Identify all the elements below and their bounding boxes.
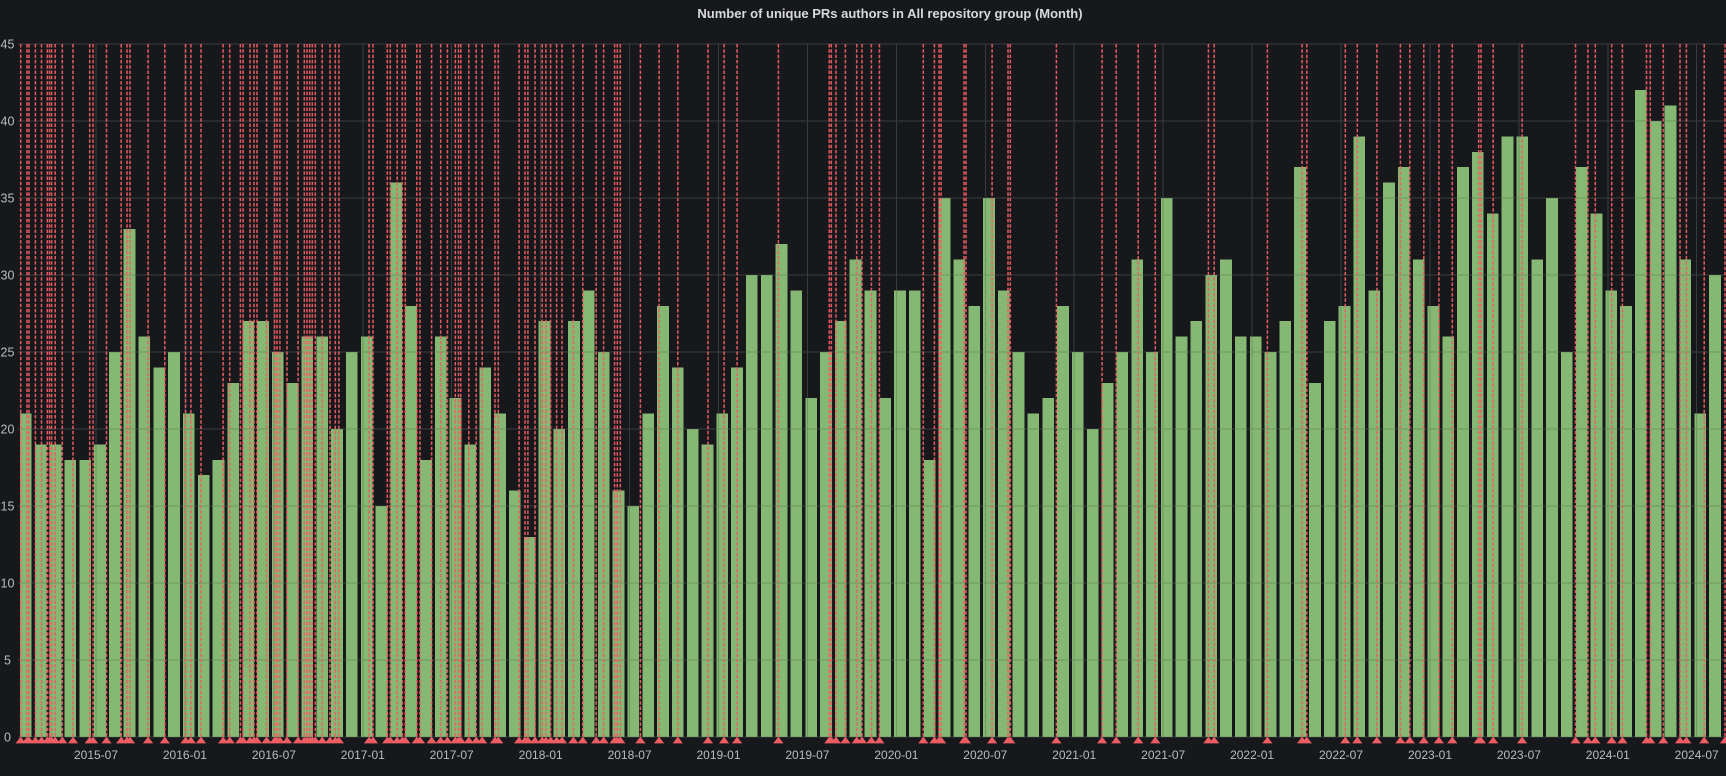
svg-text:20: 20 — [1, 422, 15, 436]
svg-text:2019-01: 2019-01 — [696, 748, 740, 762]
svg-text:2017-01: 2017-01 — [341, 748, 385, 762]
svg-text:2024-01: 2024-01 — [1586, 748, 1630, 762]
svg-text:2016-07: 2016-07 — [252, 748, 296, 762]
svg-text:2023-07: 2023-07 — [1497, 748, 1541, 762]
svg-text:2021-07: 2021-07 — [1141, 748, 1185, 762]
svg-text:2015-07: 2015-07 — [74, 748, 118, 762]
svg-text:45: 45 — [1, 37, 15, 51]
svg-text:2020-01: 2020-01 — [874, 748, 918, 762]
svg-text:2017-07: 2017-07 — [430, 748, 474, 762]
svg-text:2020-07: 2020-07 — [963, 748, 1007, 762]
svg-text:2019-07: 2019-07 — [785, 748, 829, 762]
svg-text:2023-01: 2023-01 — [1408, 748, 1452, 762]
svg-text:40: 40 — [1, 114, 15, 128]
svg-text:5: 5 — [4, 653, 11, 667]
svg-text:25: 25 — [1, 345, 15, 359]
svg-text:2024-07: 2024-07 — [1675, 748, 1719, 762]
svg-text:2021-01: 2021-01 — [1052, 748, 1096, 762]
svg-text:30: 30 — [1, 268, 15, 282]
svg-text:2018-07: 2018-07 — [608, 748, 652, 762]
svg-text:2016-01: 2016-01 — [163, 748, 207, 762]
svg-text:2022-01: 2022-01 — [1230, 748, 1274, 762]
svg-text:2022-07: 2022-07 — [1319, 748, 1363, 762]
svg-text:2018-01: 2018-01 — [519, 748, 563, 762]
svg-text:10: 10 — [1, 576, 15, 590]
svg-text:15: 15 — [1, 499, 15, 513]
svg-text:35: 35 — [1, 191, 15, 205]
svg-text:0: 0 — [4, 730, 11, 744]
svg-text:Number of unique PRs authors i: Number of unique PRs authors in All repo… — [697, 6, 1082, 21]
